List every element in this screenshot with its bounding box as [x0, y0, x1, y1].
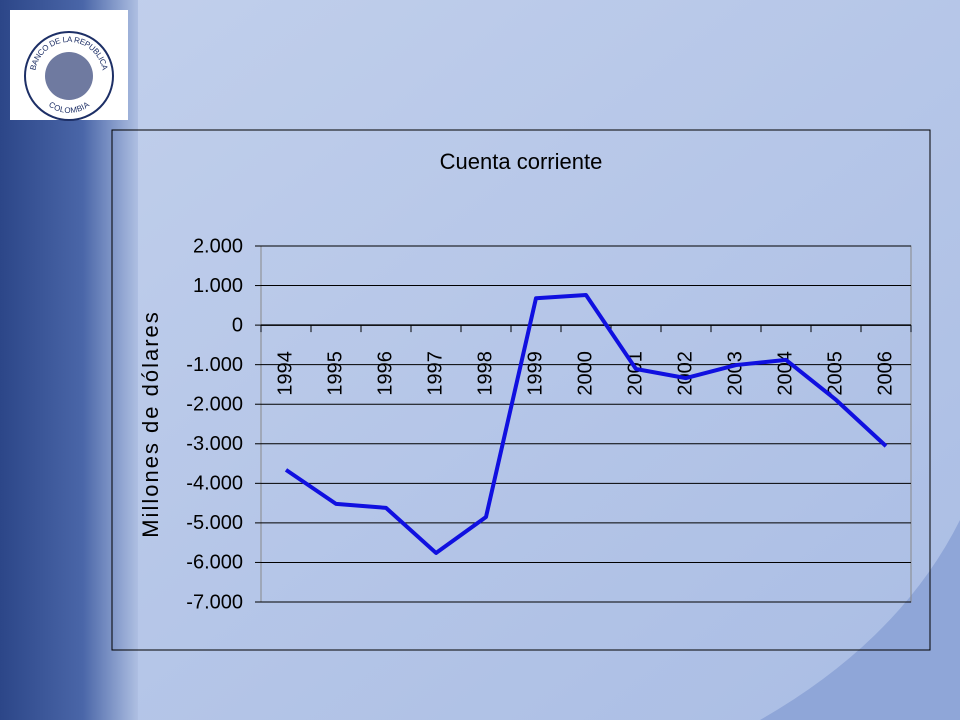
x-tick-label: 1997: [424, 351, 446, 396]
y-tick-label: -3.000: [186, 433, 243, 455]
y-axis-label: Millones de dólares: [138, 310, 163, 538]
y-tick-label: -7.000: [186, 591, 243, 613]
x-tick-label: 2003: [724, 351, 746, 396]
line-series: [284, 293, 888, 555]
logo-head: [45, 52, 93, 100]
y-tick-label: -1.000: [186, 354, 243, 376]
y-tick-label: 1.000: [193, 275, 243, 297]
y-tick-label: -2.000: [186, 394, 243, 416]
y-tick-label: -5.000: [186, 512, 243, 534]
chart-title: Cuenta corriente: [440, 149, 603, 174]
x-tick-label: 1998: [474, 351, 496, 396]
y-tick-label: 2.000: [193, 235, 243, 257]
chart-border: [111, 129, 931, 651]
corner-swoosh: [760, 520, 960, 720]
x-tick-label: 1996: [374, 351, 396, 396]
x-tick-label: 1994: [274, 351, 296, 396]
x-tick-label: 2000: [574, 351, 596, 396]
logo-ring: [24, 31, 114, 121]
x-tick-label: 2002: [674, 351, 696, 396]
y-tick-label: -6.000: [186, 552, 243, 574]
x-tick-label: 1999: [524, 351, 546, 396]
y-tick-label: -4.000: [186, 473, 243, 495]
y-tick-label: 0: [232, 314, 243, 336]
x-tick-label: 2005: [824, 351, 846, 396]
x-tick-label: 2004: [774, 351, 796, 396]
x-tick-label: 1995: [324, 351, 346, 396]
x-tick-label: 2006: [874, 351, 896, 396]
